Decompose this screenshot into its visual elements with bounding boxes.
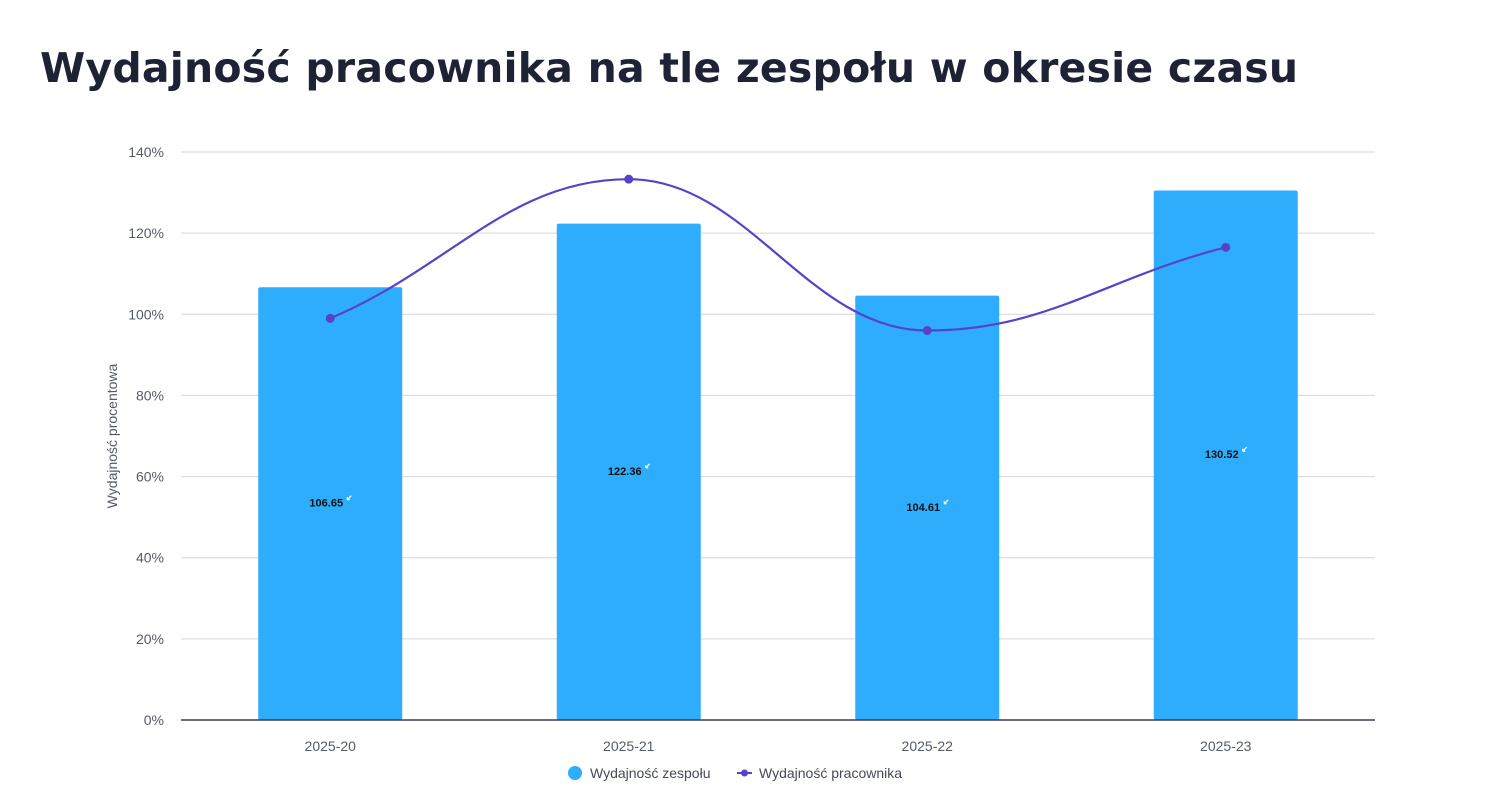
x-tick-label: 2025-23 (1200, 738, 1252, 754)
y-tick-label: 0% (144, 712, 164, 728)
line-point-2025-20[interactable] (325, 313, 335, 323)
bar-data-label: 104.61 (906, 502, 940, 514)
legend-swatch-point (741, 769, 748, 777)
x-tick-label: 2025-21 (603, 738, 655, 754)
y-tick-label: 40% (136, 550, 164, 566)
legend-swatch-bar (568, 766, 582, 780)
bar-2025-22[interactable] (855, 295, 1000, 720)
legend-label-bar[interactable]: Wydajność zespołu (590, 765, 711, 781)
line-point-2025-22[interactable] (922, 326, 932, 336)
y-tick-label: 80% (136, 387, 164, 403)
x-tick-label: 2025-22 (902, 738, 954, 754)
bars (258, 190, 1298, 720)
chart-title: Wydajność pracownika na tle zespołu w ok… (40, 44, 1299, 92)
line-point-2025-23[interactable] (1221, 242, 1231, 252)
bar-data-label: 122.36 (608, 466, 642, 478)
legend[interactable]: Wydajność zespołu Wydajność pracownika (568, 765, 902, 781)
arrow-icon (943, 499, 949, 505)
bar-2025-23[interactable] (1153, 190, 1298, 720)
bar-data-label: 130.52 (1205, 449, 1239, 461)
y-tick-label: 100% (128, 306, 164, 322)
y-axis-title: Wydajność procentowa (104, 363, 120, 508)
bar-2025-20[interactable] (258, 287, 403, 720)
arrow-icon (1242, 446, 1248, 452)
arrow-icon (645, 463, 651, 469)
line-wydajnosc-pracownika[interactable] (329, 178, 1227, 332)
arrow-icon (346, 495, 352, 501)
data-labels: 106.65 122.36 104.61 130.52 (309, 446, 1248, 514)
legend-label-line[interactable]: Wydajność pracownika (759, 765, 902, 781)
line-series (325, 174, 1231, 336)
bar-2025-21[interactable] (556, 223, 701, 720)
line-point-2025-21[interactable] (624, 174, 634, 184)
y-tick-label: 60% (136, 469, 164, 485)
bar-data-label: 106.65 (309, 498, 343, 510)
axes: 0% 20% 40% 60% 80% 100% 120% 140% Wydajność proc… (104, 144, 1375, 754)
y-tick-label: 20% (136, 631, 164, 647)
x-tick-label: 2025-20 (305, 738, 357, 754)
y-tick-label: 120% (128, 225, 164, 241)
y-tick-label: 140% (128, 144, 164, 160)
